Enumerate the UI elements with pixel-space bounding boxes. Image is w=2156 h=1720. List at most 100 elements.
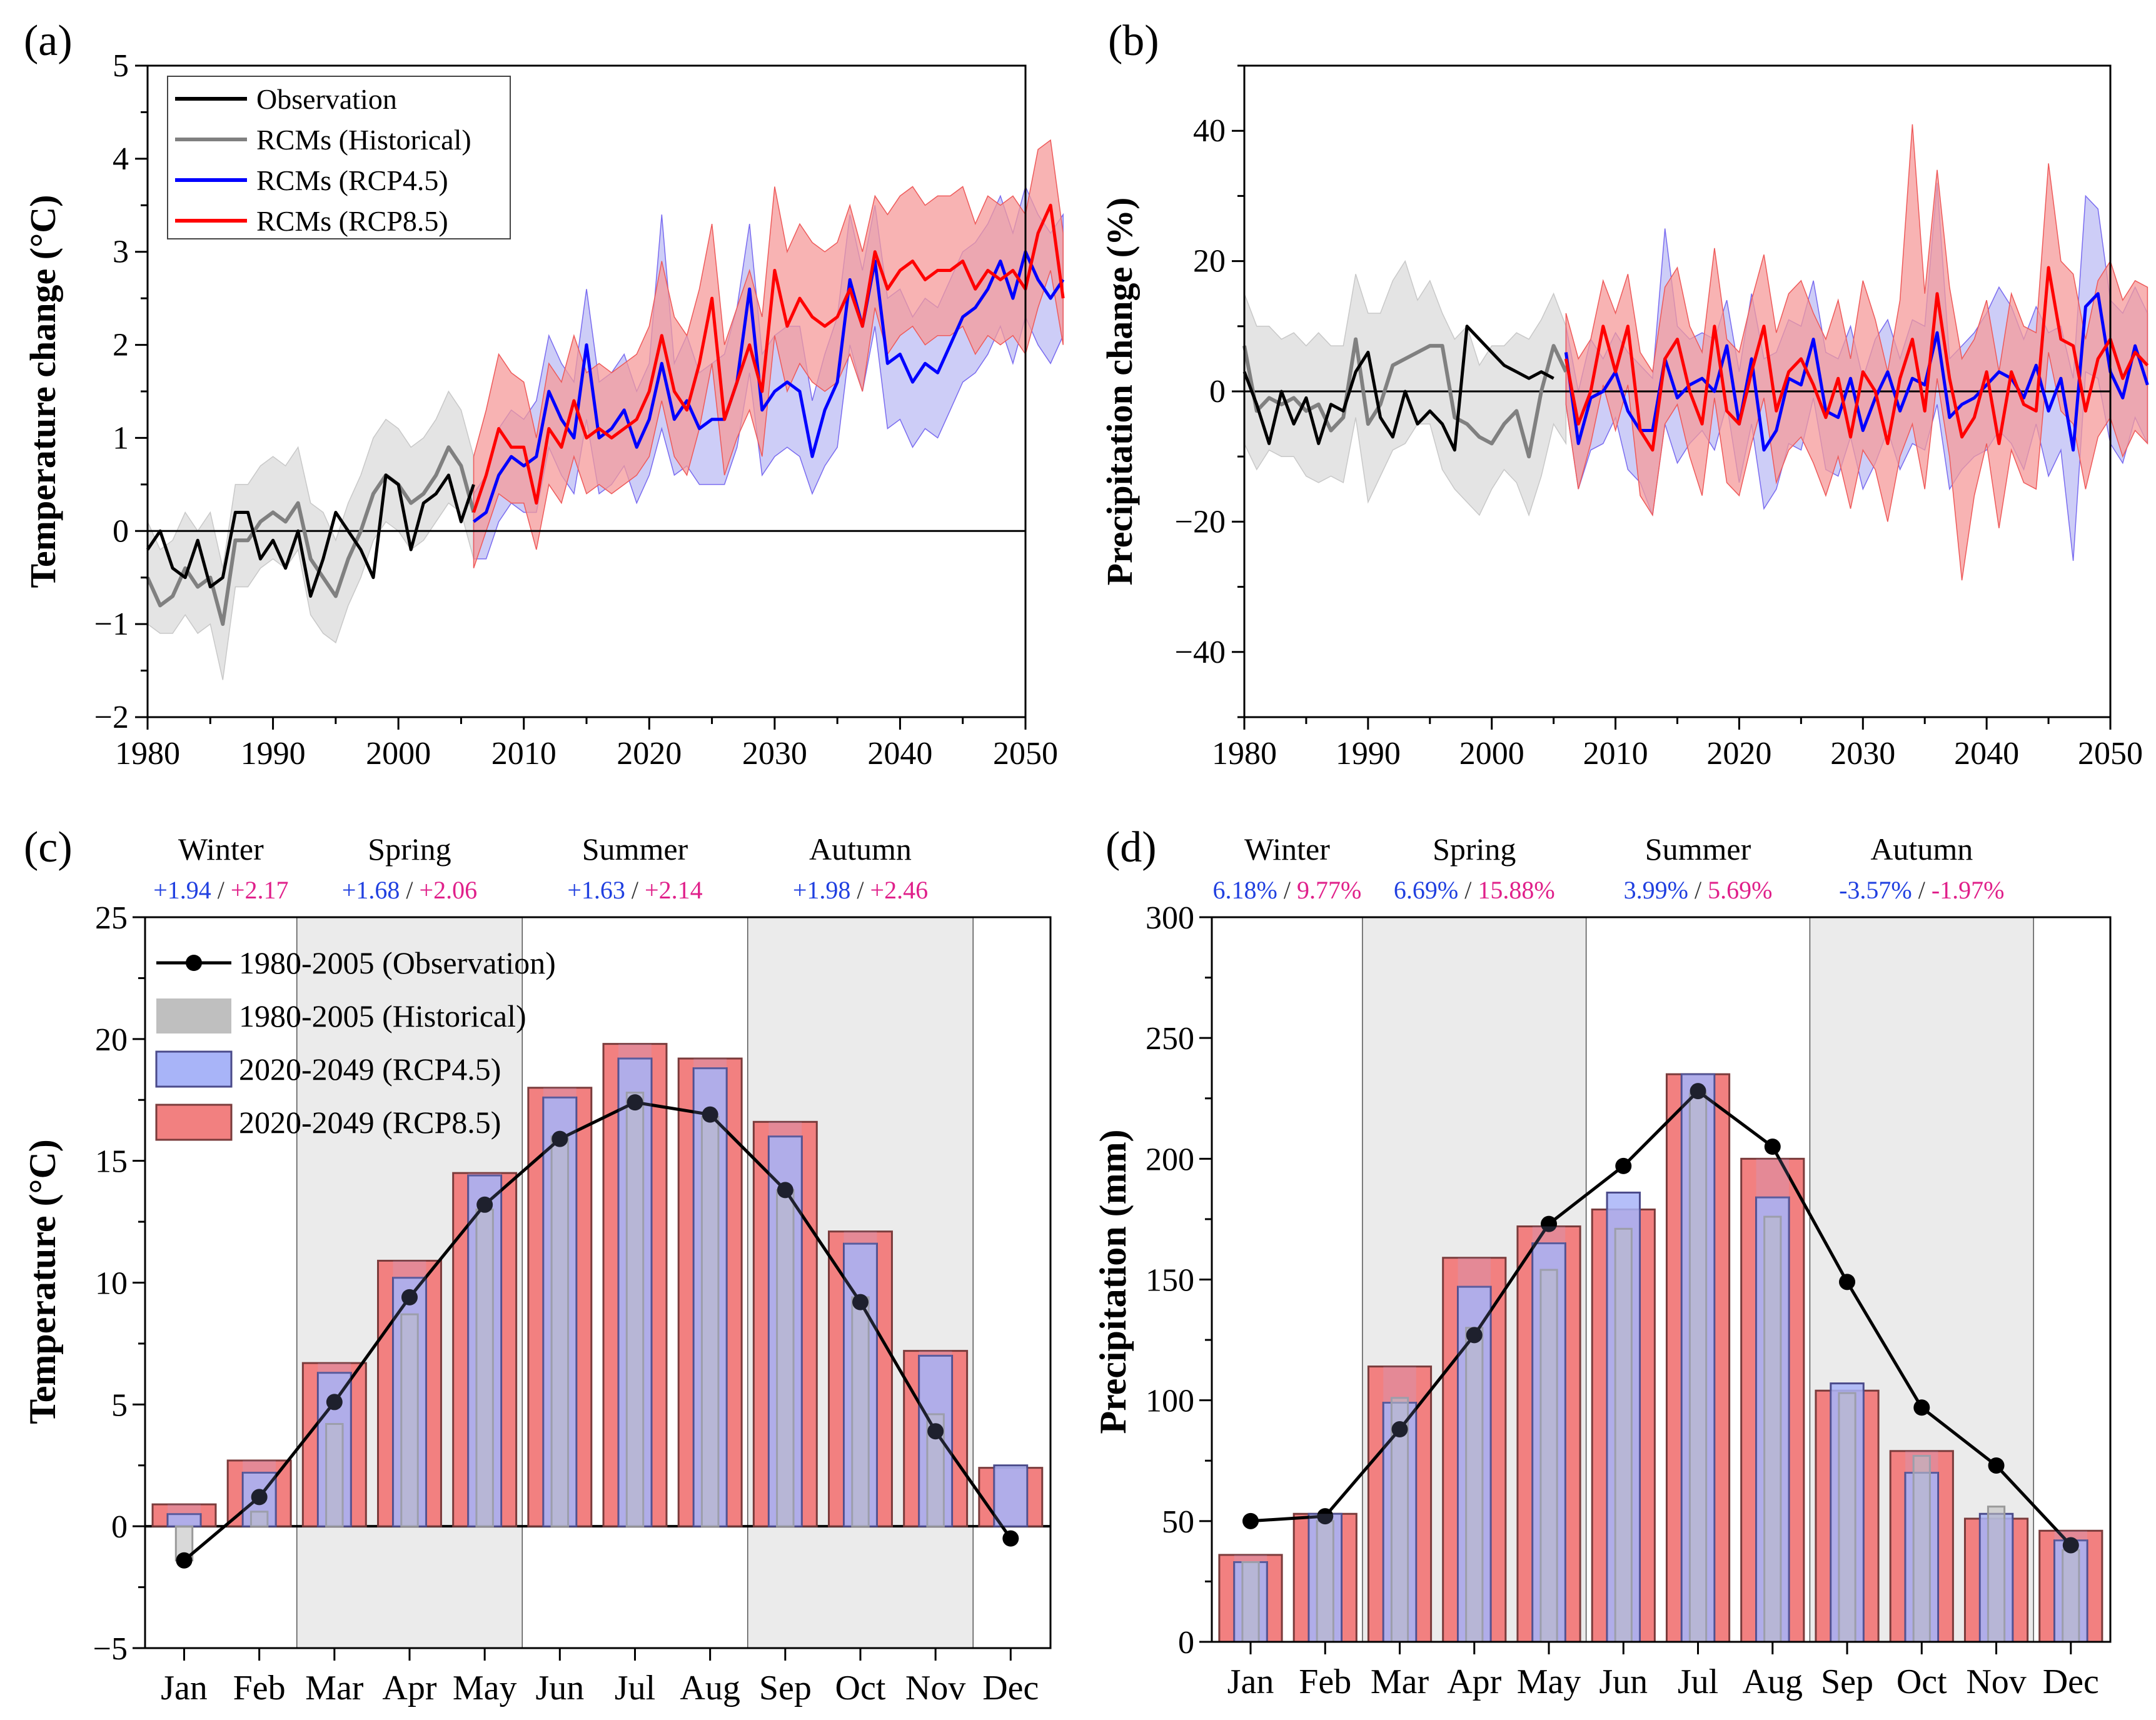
panel-b-y-tick-label: −40 bbox=[1175, 635, 1226, 670]
panel-a-band-rcms-historical- bbox=[147, 390, 475, 680]
panel-c-x-tick-label: Jun bbox=[535, 1669, 584, 1707]
panel-d-season-change-separator: / bbox=[1688, 876, 1708, 904]
panel-c-bar-overlay bbox=[844, 1231, 877, 1527]
panel-d-bar-overlay bbox=[1756, 1159, 1790, 1642]
panel-a-y-tick-label: 1 bbox=[113, 420, 129, 456]
panel-d-x-tick-label: Sep bbox=[1821, 1662, 1873, 1701]
panel-a-x-tick-label: 1980 bbox=[115, 736, 180, 772]
panel-d-y-tick-label: 250 bbox=[1146, 1021, 1194, 1057]
panel-c-legend-label: 1980-2005 (Historical) bbox=[239, 998, 526, 1034]
panel-a-legend-label: RCMs (Historical) bbox=[256, 124, 471, 156]
panel-c-bar-historical bbox=[851, 1296, 870, 1527]
panel-c-bar-historical bbox=[325, 1423, 344, 1527]
panel-a-x-tick-label: 2010 bbox=[491, 736, 557, 772]
panel-b-y-axis-title: Precipitation change (%) bbox=[1099, 198, 1140, 586]
panel-c-point-observation bbox=[627, 1094, 643, 1111]
panel-d-bar-overlay bbox=[1607, 1209, 1640, 1642]
panel-c-point-observation bbox=[702, 1106, 718, 1123]
panel-a-legend-label: Observation bbox=[256, 83, 397, 115]
panel-c-y-axis-title: Temperature (°C) bbox=[22, 1139, 63, 1424]
panel-d-x-tick-label: Apr bbox=[1447, 1662, 1501, 1701]
panel-d-x-tick-label: Jan bbox=[1227, 1662, 1274, 1701]
panel-c-bar-overlay bbox=[994, 1467, 1027, 1527]
panel-d-bar-overlay bbox=[1905, 1451, 1938, 1642]
panel-d-season-change: 6.18% / 9.77% bbox=[1213, 876, 1362, 904]
panel-d-y-tick-label: 0 bbox=[1178, 1625, 1194, 1661]
panel-c-legend-swatch-rcp85 bbox=[155, 1104, 233, 1141]
panel-b-x-tick-label: 2020 bbox=[1706, 736, 1771, 772]
panel-c-point-observation bbox=[401, 1289, 418, 1305]
panel-c-bar-overlay bbox=[468, 1173, 501, 1527]
panel-c-bar-historical bbox=[475, 1209, 494, 1527]
panel-d-season-change: 6.69% / 15.88% bbox=[1394, 876, 1555, 904]
panel-d-season-change-rcp85: 9.77% bbox=[1297, 876, 1361, 904]
panel-b-precipitation-change-chart: (b)1980 1990 2000 2010 2020 2030 2040 2050−40−2… bbox=[1099, 17, 2149, 772]
panel-a-line-rcms-historical- bbox=[146, 445, 476, 626]
panel-b-x-tick-label: 2000 bbox=[1459, 736, 1524, 772]
panel-d-monthly-precipitation-chart: (d) Jan Feb Mar Apr May Jun Jul Aug Sep Oct Nov Dec 0… bbox=[1092, 823, 2112, 1701]
panel-c-season-name: Spring bbox=[368, 832, 451, 867]
panel-c-legend-marker-observation bbox=[186, 955, 202, 971]
panel-c-season-name: Autumn bbox=[809, 832, 912, 867]
panel-d-bar-overlay bbox=[1681, 1074, 1715, 1642]
panel-b-line-rcms-rcp8-5- bbox=[1564, 266, 2149, 452]
panel-c-bar-historical bbox=[625, 1092, 645, 1527]
panel-c-bar-overlay bbox=[693, 1059, 727, 1527]
panel-b-y-tick-label: 0 bbox=[1209, 374, 1226, 410]
panel-a-y-axis-title: Temperature change (°C) bbox=[23, 195, 63, 588]
panel-d-bar-overlay bbox=[1532, 1226, 1566, 1642]
panel-d-season-change-separator: / bbox=[1458, 876, 1478, 904]
panel-d-bar-overlay bbox=[1309, 1514, 1342, 1642]
panel-d-bar-overlay bbox=[2054, 1531, 2088, 1642]
panel-c-season-change-rcp85: +2.46 bbox=[870, 876, 929, 904]
panel-d-x-tick-label: Dec bbox=[2043, 1662, 2099, 1701]
panel-c-season-change-separator: / bbox=[400, 876, 419, 904]
panel-b-y-tick-label: −20 bbox=[1175, 504, 1226, 540]
panel-d-season-change-rcp85: -1.97% bbox=[1932, 876, 2005, 904]
panel-a-x-tick-label: 1990 bbox=[241, 736, 306, 772]
panel-c-season-change-rcp85: +2.17 bbox=[231, 876, 289, 904]
panel-d-season-change-separator: / bbox=[1912, 876, 1932, 904]
panel-a-panel-letter: (a) bbox=[24, 17, 73, 65]
panel-d-bar-historical bbox=[1539, 1269, 1558, 1643]
panel-c-x-tick-label: Jul bbox=[615, 1669, 655, 1707]
panel-d-bar-historical bbox=[1390, 1397, 1409, 1643]
panel-c-bar-overlay bbox=[768, 1122, 802, 1527]
panel-a-y-tick-label: −1 bbox=[94, 606, 129, 642]
panel-d-bar-historical bbox=[1688, 1092, 1708, 1643]
panel-d-x-tick-label: Oct bbox=[1897, 1662, 1947, 1701]
panel-d-point-observation bbox=[1391, 1421, 1408, 1438]
panel-c-season-change-rcp45: +1.63 bbox=[567, 876, 625, 904]
panel-d-bar-historical bbox=[1912, 1455, 1931, 1643]
panel-d-y-axis-title: Precipitation (mm) bbox=[1092, 1129, 1134, 1434]
panel-d-season-change-rcp85: 5.69% bbox=[1708, 876, 1772, 904]
panel-c-season-name: Summer bbox=[582, 832, 688, 867]
panel-c-bar-overlay bbox=[168, 1504, 201, 1527]
panel-d-point-observation bbox=[2062, 1537, 2079, 1554]
panel-c-y-tick-label: 5 bbox=[111, 1387, 128, 1423]
panel-c-bar-overlay bbox=[919, 1350, 952, 1527]
panel-d-season-change-rcp45: 3.99% bbox=[1624, 876, 1688, 904]
panel-c-panel-letter: (c) bbox=[24, 823, 73, 872]
panel-b-line-observation bbox=[1242, 324, 1554, 452]
panel-c-legend-label: 2020-2049 (RCP8.5) bbox=[239, 1105, 501, 1140]
panel-c-legend-label: 2020-2049 (RCP4.5) bbox=[239, 1052, 501, 1087]
panel-c-bar-overlay bbox=[393, 1260, 426, 1527]
panel-a-y-tick-label: 0 bbox=[113, 513, 129, 549]
panel-c-point-observation bbox=[251, 1489, 268, 1506]
panel-b-x-tick-label: 2010 bbox=[1583, 736, 1648, 772]
panel-d-y-tick-label: 50 bbox=[1162, 1504, 1194, 1540]
panel-c-bar-historical bbox=[249, 1511, 269, 1527]
panel-c-point-observation bbox=[777, 1182, 793, 1199]
panel-d-y-tick-label: 150 bbox=[1146, 1263, 1194, 1299]
panel-c-season-change: +1.68 / +2.06 bbox=[342, 876, 477, 904]
panel-c-x-tick-label: Mar bbox=[305, 1669, 364, 1707]
panel-d-point-observation bbox=[1615, 1157, 1632, 1174]
panel-c-point-observation bbox=[927, 1423, 944, 1440]
panel-d-bar-historical bbox=[1316, 1520, 1334, 1643]
panel-b-x-tick-label: 2050 bbox=[2078, 736, 2143, 772]
panel-d-bar-overlay bbox=[1458, 1257, 1491, 1642]
panel-c-x-tick-label: Oct bbox=[835, 1669, 886, 1707]
panel-d-season-name: Spring bbox=[1433, 832, 1516, 867]
panel-b-x-tick-label: 1990 bbox=[1336, 736, 1401, 772]
